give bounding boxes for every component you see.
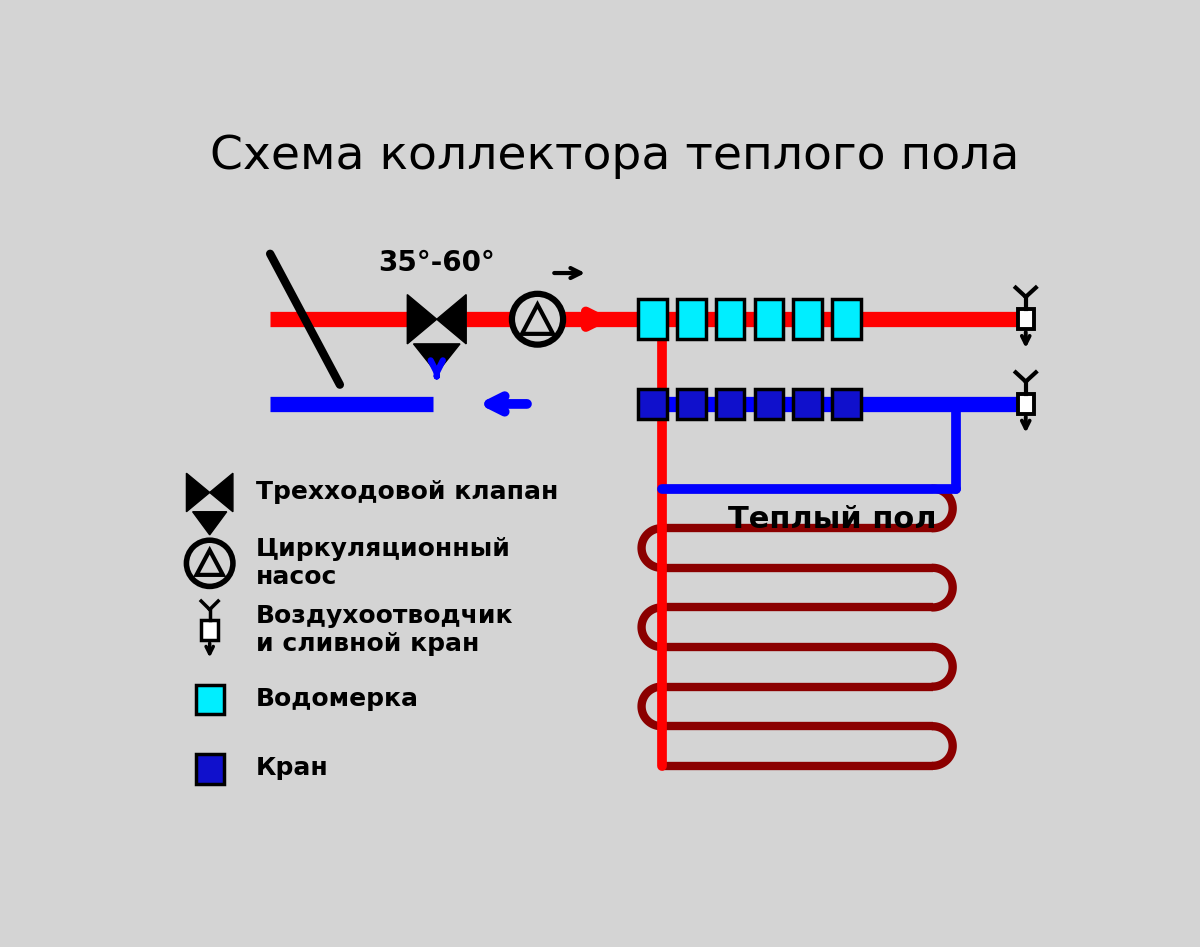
FancyBboxPatch shape — [638, 389, 667, 419]
FancyBboxPatch shape — [793, 389, 822, 419]
Text: Трехходовой клапан: Трехходовой клапан — [256, 480, 558, 505]
FancyBboxPatch shape — [832, 389, 860, 419]
FancyBboxPatch shape — [196, 685, 223, 714]
FancyBboxPatch shape — [202, 620, 218, 640]
Text: Теплый пол: Теплый пол — [727, 505, 936, 534]
FancyBboxPatch shape — [793, 299, 822, 339]
Polygon shape — [407, 295, 437, 344]
FancyBboxPatch shape — [1018, 394, 1034, 414]
Polygon shape — [210, 474, 233, 511]
FancyBboxPatch shape — [677, 389, 706, 419]
FancyBboxPatch shape — [715, 299, 744, 339]
Polygon shape — [193, 511, 227, 535]
FancyBboxPatch shape — [638, 299, 667, 339]
Polygon shape — [186, 474, 210, 511]
FancyBboxPatch shape — [755, 389, 784, 419]
Text: Водомерка: Водомерка — [256, 687, 419, 711]
Text: Воздухоотводчик
и сливной кран: Воздухоотводчик и сливной кран — [256, 604, 514, 656]
Text: Циркуляционный
насос: Циркуляционный насос — [256, 537, 511, 589]
FancyBboxPatch shape — [832, 299, 860, 339]
Text: 35°-60°: 35°-60° — [378, 249, 496, 277]
Text: Схема коллектора теплого пола: Схема коллектора теплого пола — [210, 134, 1020, 179]
Polygon shape — [414, 344, 460, 373]
Polygon shape — [437, 295, 466, 344]
FancyBboxPatch shape — [755, 299, 784, 339]
FancyBboxPatch shape — [715, 389, 744, 419]
Text: Кран: Кран — [256, 756, 329, 780]
FancyBboxPatch shape — [1018, 310, 1034, 330]
FancyBboxPatch shape — [196, 754, 223, 783]
FancyBboxPatch shape — [677, 299, 706, 339]
